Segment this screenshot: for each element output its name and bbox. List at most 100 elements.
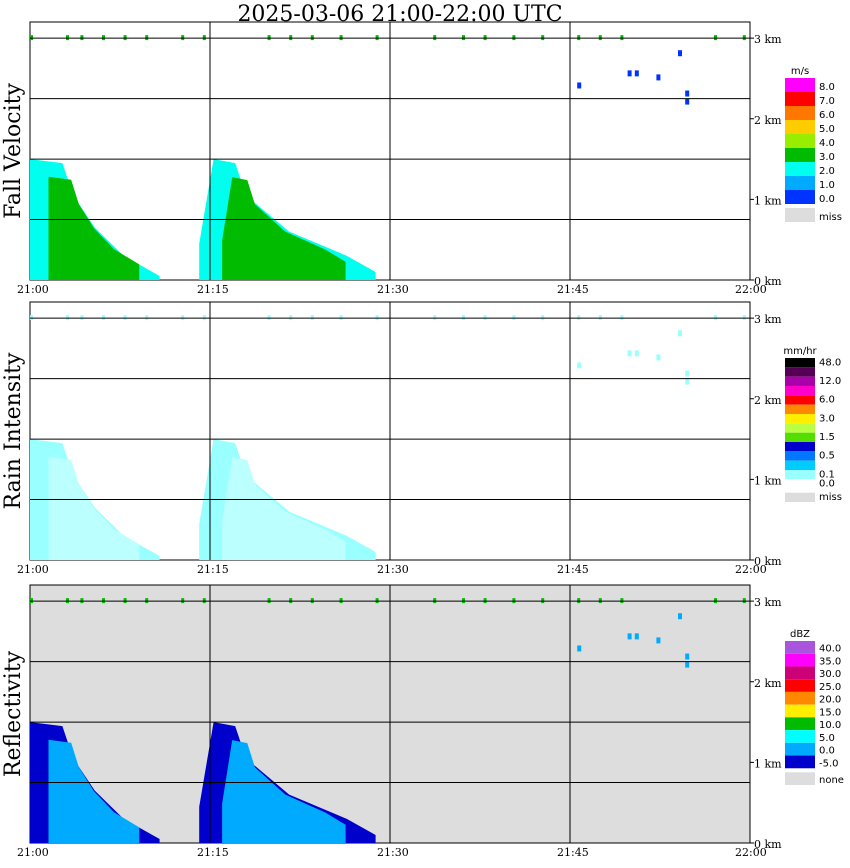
legend-label: 3.0 — [819, 413, 835, 424]
y-tick-label: 0 km — [754, 555, 782, 568]
legend-swatch — [785, 432, 815, 442]
cloud-return — [634, 70, 639, 77]
cloud-return — [577, 645, 582, 652]
x-tick-label: 21:45 — [557, 846, 589, 859]
legend-label: 5.0 — [819, 124, 835, 135]
legend-label: none — [819, 775, 844, 786]
legend-swatch — [785, 176, 815, 190]
legend-swatch — [785, 376, 815, 386]
precip-core — [222, 177, 346, 280]
precip-core — [48, 456, 140, 560]
legend-label: 0.0 — [819, 746, 835, 757]
cloud-return — [634, 633, 639, 640]
legend-label: 0.5 — [819, 451, 835, 462]
x-tick-label: 21:45 — [557, 563, 589, 576]
legend-swatch — [785, 208, 815, 222]
y-axis-label: Fall Velocity — [1, 83, 26, 219]
legend-label: 30.0 — [819, 669, 841, 680]
legend-swatch — [785, 442, 815, 452]
x-tick-label: 22:00 — [735, 846, 767, 859]
legend-swatch — [785, 730, 815, 743]
legend-label: 0.0 — [819, 479, 835, 490]
cloud-return — [656, 637, 661, 644]
y-tick-label: 1 km — [754, 194, 782, 207]
legend-label: 20.0 — [819, 695, 841, 706]
legend-label: 2.0 — [819, 166, 835, 177]
cloud-return — [627, 350, 632, 357]
legend-swatch — [785, 386, 815, 396]
cloud-return — [685, 378, 690, 385]
x-tick-label: 21:30 — [377, 563, 409, 576]
legend-label: 48.0 — [819, 357, 841, 368]
y-tick-label: 0 km — [754, 275, 782, 288]
y-tick-label: 1 km — [754, 757, 782, 770]
legend-label: 1.0 — [819, 180, 835, 191]
legend-label: 3.0 — [819, 152, 835, 163]
legend-swatch — [785, 92, 815, 106]
precip-core — [48, 176, 140, 280]
legend-swatch — [785, 451, 815, 461]
y-axis-label: Rain Intensity — [1, 352, 26, 509]
legend-label: 5.0 — [819, 733, 835, 744]
cloud-return — [685, 370, 690, 377]
legend-label: 40.0 — [819, 644, 841, 655]
cloud-return — [634, 350, 639, 357]
cloud-return — [678, 330, 682, 337]
y-tick-label: 2 km — [754, 114, 782, 127]
legend-swatch — [785, 666, 815, 680]
x-tick-label: 21:00 — [17, 563, 49, 576]
legend-label: miss — [819, 492, 842, 503]
cloud-return — [685, 653, 690, 660]
legend-label: 15.0 — [819, 707, 841, 718]
legend-swatch — [785, 395, 815, 405]
y-tick-label: 0 km — [754, 838, 782, 851]
legend-label: miss — [819, 212, 842, 223]
legend-swatch — [785, 691, 815, 705]
legend-label: 10.0 — [819, 720, 841, 731]
legend-swatch — [785, 148, 815, 162]
x-tick-label: 21:45 — [557, 283, 589, 296]
cloud-return — [627, 633, 632, 640]
legend-swatch — [785, 679, 815, 692]
legend-swatch — [785, 717, 815, 731]
precip-core — [48, 739, 140, 843]
legend-label: 25.0 — [819, 682, 841, 693]
x-tick-label: 21:30 — [377, 283, 409, 296]
x-tick-label: 21:00 — [17, 846, 49, 859]
legend-swatch — [785, 492, 815, 502]
legend-label: 8.0 — [819, 82, 835, 93]
legend-swatch — [785, 460, 815, 470]
legend-label: 6.0 — [819, 395, 835, 406]
legend-swatch — [785, 190, 815, 204]
legend-swatch — [785, 367, 815, 377]
legend-swatch — [785, 704, 815, 718]
legend-swatch — [785, 106, 815, 120]
cloud-return — [678, 50, 682, 57]
cloud-return — [656, 354, 661, 361]
legend-swatch — [785, 742, 815, 756]
x-tick-label: 22:00 — [735, 283, 767, 296]
legend-swatch — [785, 755, 815, 769]
cloud-return — [685, 661, 690, 668]
legend-label: -5.0 — [819, 758, 839, 769]
legend-unit: mm/hr — [783, 346, 817, 357]
cloud-return — [627, 70, 632, 77]
legend-swatch — [785, 641, 815, 654]
y-tick-label: 3 km — [754, 33, 782, 46]
cloud-return — [656, 74, 661, 81]
x-tick-label: 21:15 — [197, 283, 229, 296]
legend-label: 4.0 — [819, 138, 835, 149]
legend-swatch — [785, 772, 815, 785]
cloud-return — [678, 613, 682, 620]
x-tick-label: 21:00 — [17, 283, 49, 296]
legend-swatch — [785, 358, 815, 368]
legend-swatch — [785, 414, 815, 424]
legend-label: 0.1 — [819, 469, 835, 480]
cloud-return — [685, 90, 690, 97]
x-tick-label: 21:15 — [197, 563, 229, 576]
legend-label: 12.0 — [819, 376, 841, 387]
legend-swatch — [785, 134, 815, 148]
legend-label: 6.0 — [819, 110, 835, 121]
y-tick-label: 2 km — [754, 677, 782, 690]
